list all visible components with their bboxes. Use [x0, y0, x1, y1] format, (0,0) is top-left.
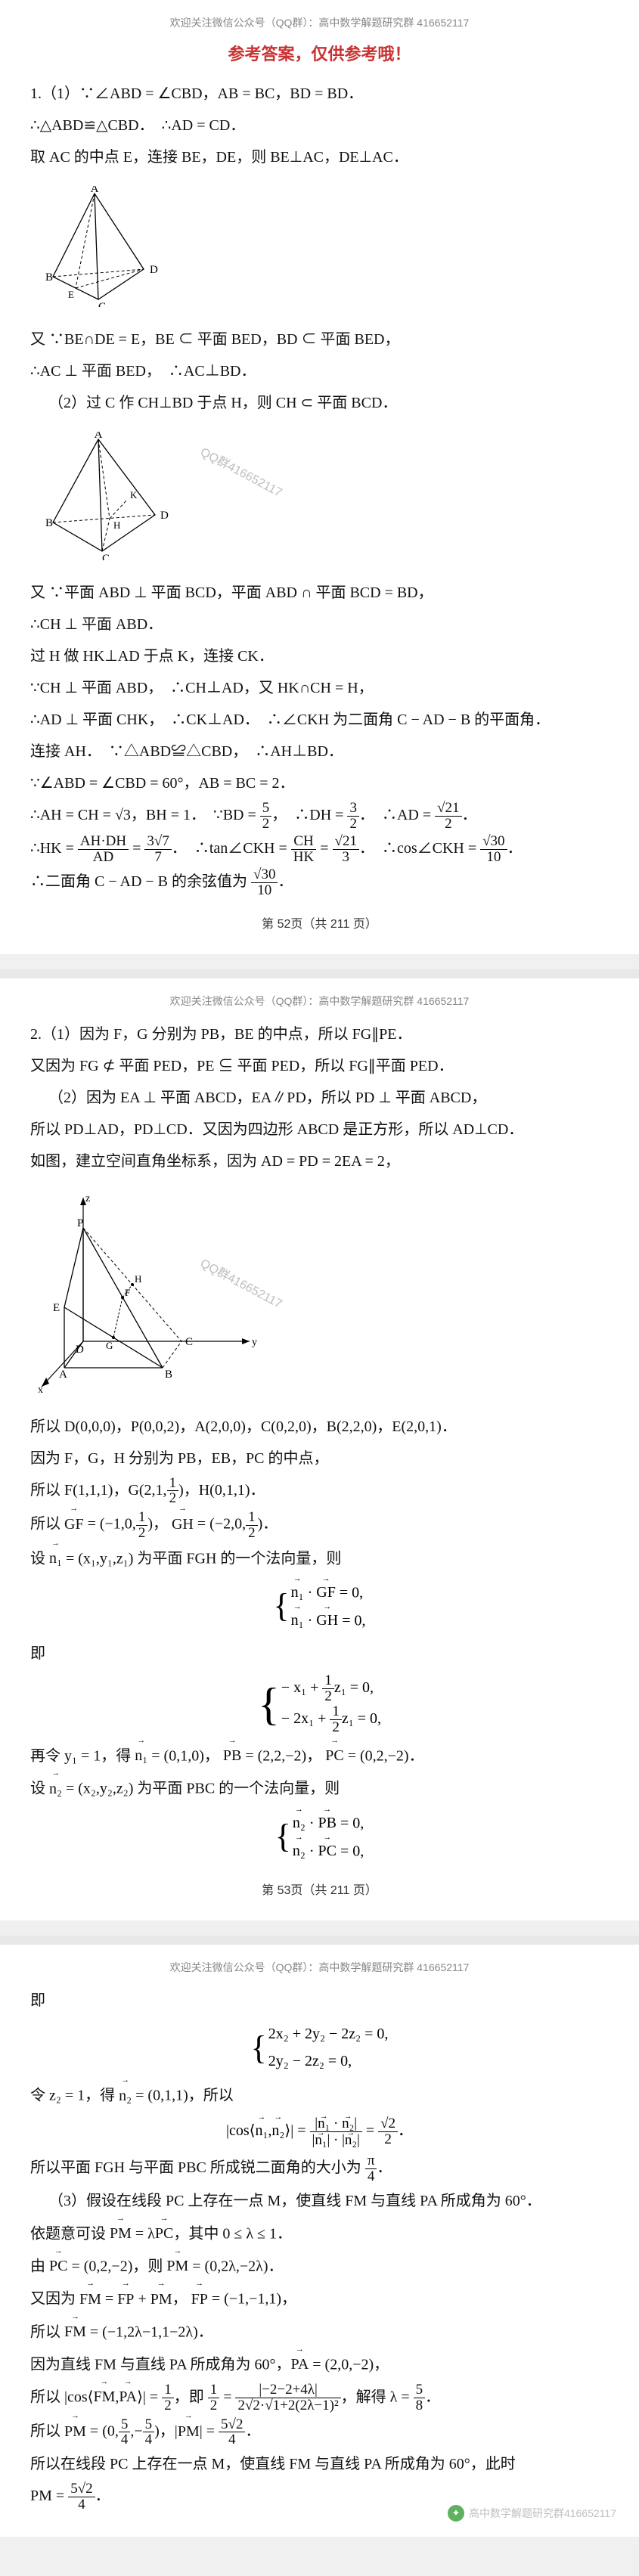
- header: 欢迎关注微信公众号（QQ群）：高中数学解题研究群 416652117: [30, 1960, 609, 1975]
- svg-text:E: E: [53, 1302, 60, 1314]
- p3-l3: 所以平面 FGH 与平面 PBC 所成锐二面角的大小为 π4．: [30, 2153, 609, 2184]
- svg-text:B: B: [45, 517, 53, 529]
- svg-text:H: H: [135, 1273, 141, 1285]
- svg-text:G: G: [106, 1340, 113, 1351]
- svg-text:C: C: [98, 301, 106, 307]
- p1-l10: ∵CH ⊥ 平面 ABD， ∴CH⊥AD，又 HK∩CH = H，: [30, 673, 609, 703]
- p3-eq-sys2: { 2x₂ + 2y₂ − 2z₂ = 0, 2y₂ − 2z₂ = 0,: [30, 2020, 609, 2075]
- p2-l4: 所以 PD⊥AD，PD⊥CD．又因为四边形 ABCD 是正方形，所以 AD⊥CD…: [30, 1114, 609, 1145]
- p2-l11: 即: [30, 1638, 609, 1669]
- p3-l9: 因为直线 FM 与直线 PA 所成角为 60°，PA = (2,0,−2)，: [30, 2348, 609, 2379]
- p3-l5: 依题意可设 PM = λPC，其中 0 ≤ λ ≤ 1．: [30, 2218, 609, 2249]
- svg-text:C: C: [185, 1336, 193, 1348]
- p1-l8: ∴CH ⊥ 平面 ABD．: [30, 609, 609, 640]
- p2-l9: 所以 GF = (−1,0,12)， GH = (−2,0,12)．: [30, 1508, 609, 1540]
- watermark-corner: ✦ 高中数学解题研究群416652117: [448, 2505, 616, 2522]
- svg-text:B: B: [45, 271, 53, 284]
- p2-l6: 所以 D(0,0,0)，P(0,0,2)，A(2,0,0)，C(0,2,0)，B…: [30, 1412, 609, 1442]
- svg-text:z: z: [85, 1193, 90, 1204]
- svg-text:D: D: [76, 1344, 84, 1356]
- pager-52: 第 52页（共 211 页）: [30, 913, 609, 932]
- page-53: 欢迎关注微信公众号（QQ群）：高中数学解题研究群 416652117 2.（1）…: [0, 978, 639, 1921]
- watermark-diag: QQ群416652117: [197, 442, 286, 500]
- svg-text:y: y: [252, 1337, 257, 1348]
- svg-text:F: F: [125, 1287, 130, 1298]
- p3-l10: 所以 |cos⟨FM,PA⟩| = 12，即 12 = |−2−2+4λ|2√2…: [30, 2381, 609, 2413]
- p2-l2: 又因为 FG ⊄ 平面 PED，PE ⊆ 平面 PED，所以 FG∥平面 PED…: [30, 1051, 609, 1081]
- p1-l4: 又 ∵BE∩DE = E，BE ⊂ 平面 BED，BD ⊂ 平面 BED，: [30, 324, 609, 355]
- p2-l3: （2）因为 EA ⊥ 平面 ABCD，EA∥PD，所以 PD ⊥ 平面 ABCD…: [30, 1083, 609, 1113]
- p3-l11: 所以 PM = (0,54,−54)，|PM| = 5√24．: [30, 2415, 609, 2447]
- svg-text:x: x: [38, 1384, 43, 1394]
- svg-text:D: D: [150, 264, 158, 276]
- p3-eq-cos: |cos⟨n₁,n₂⟩| = |n₁ · n₂||n₁| · |n₂| = √2…: [30, 2116, 609, 2148]
- p2-l7: 因为 F，G，H 分别为 PB，EB，PC 的中点，: [30, 1443, 609, 1474]
- p1-l7: 又 ∵平面 ABD ⊥ 平面 BCD，平面 ABD ∩ 平面 BCD = BD，: [30, 578, 609, 608]
- page-54: 欢迎关注微信公众号（QQ群）：高中数学解题研究群 416652117 即 { 2…: [0, 1945, 639, 2537]
- p2-l13: 设 n₂ = (x₂,y₂,z₂) 为平面 PBC 的一个法向量，则: [30, 1772, 609, 1803]
- figure-tetra-2: A B C D H K QQ群416652117: [38, 432, 609, 564]
- p2-l1: 2.（1）因为 F，G 分别为 PB，BE 的中点，所以 FG∥PE．: [30, 1019, 609, 1049]
- p3-l12: 所以在线段 PC 上存在一点 M，使直线 FM 与直线 PA 所成角为 60°，…: [30, 2449, 609, 2479]
- p3-l1: 即: [30, 1985, 609, 2016]
- p1-l13: ∵∠ABD = ∠CBD = 60°，AB = BC = 2．: [30, 768, 609, 798]
- p2-l5: 如图，建立空间直角坐标系，因为 AD = PD = 2EA = 2，: [30, 1146, 609, 1176]
- p1-l16: ∴二面角 C − AD − B 的余弦值为 √3010．: [30, 866, 609, 898]
- p1-l9: 过 H 做 HK⊥AD 于点 K，连接 CK．: [30, 641, 609, 671]
- p1-l2: ∴△ABD≌△CBD． ∴AD = CD．: [30, 110, 609, 141]
- p2-l10: 设 n₁ = (x₁,y₁,z₁) 为平面 FGH 的一个法向量，则: [30, 1542, 609, 1573]
- p3-l2: 令 z₂ = 1，得 n₂ = (0,1,1)，所以: [30, 2079, 609, 2110]
- p2-l8: 所以 F(1,1,1)，G(2,1,12)，H(0,1,1)．: [30, 1475, 609, 1507]
- svg-text:D: D: [160, 510, 169, 522]
- page-separator: [0, 969, 639, 978]
- header: 欢迎关注微信公众号（QQ群）：高中数学解题研究群 416652117: [30, 15, 609, 30]
- p1-l14: ∴AH = CH = √3，BH = 1． ∵BD = 52， ∴DH = 32…: [30, 800, 609, 832]
- page-separator: [0, 1936, 639, 1945]
- figure-tetra-1: A B C D E: [38, 186, 609, 311]
- p1-l1: 1.（1）∵∠ABD = ∠CBD，AB = BC，BD = BD．: [30, 79, 609, 109]
- p2-eq-sys1: { − x₁ + 12z₁ = 0, − 2x₁ + 12z₁ = 0,: [30, 1673, 609, 1735]
- p3-l4: （3）假设在线段 PC 上存在一点 M，使直线 FM 与直线 PA 所成角为 6…: [30, 2186, 609, 2216]
- p2-l12: 再令 y₁ = 1，得 n₁ = (0,1,0)， PB = (2,2,−2)，…: [30, 1740, 609, 1771]
- p2-eq-n2: { n₂ · PB = 0, n₂ · PC = 0,: [30, 1809, 609, 1865]
- p1-l3: 取 AC 的中点 E，连接 BE，DE，则 BE⊥AC，DE⊥AC．: [30, 142, 609, 172]
- svg-text:K: K: [130, 489, 138, 501]
- svg-text:C: C: [102, 553, 110, 560]
- p1-l11: ∴AD ⊥ 平面 CHK， ∴CK⊥AD． ∴∠CKH 为二面角 C − AD …: [30, 705, 609, 735]
- figure-coord-system: P z E A x B D C y F G H QQ群416652117: [38, 1190, 609, 1398]
- page-52: 欢迎关注微信公众号（QQ群）：高中数学解题研究群 416652117 参考答案，…: [0, 0, 639, 954]
- p3-l6: 由 PC = (0,2,−2)，则 PM = (0,2λ,−2λ)．: [30, 2250, 609, 2281]
- svg-text:H: H: [113, 519, 120, 531]
- p3-l7: 又因为 FM = FP + PM， FP = (−1,−1,1)，: [30, 2283, 609, 2314]
- answer-title: 参考答案，仅供参考哦！: [30, 41, 609, 65]
- svg-text:A: A: [59, 1369, 67, 1381]
- svg-text:E: E: [68, 289, 74, 300]
- pager-53: 第 53页（共 211 页）: [30, 1880, 609, 1898]
- p1-l12: 连接 AH． ∵△ABD≌△CBD， ∴AH⊥BD．: [30, 736, 609, 767]
- p1-l5: ∴AC ⊥ 平面 BED， ∴AC⊥BD．: [30, 356, 609, 386]
- p1-l6: （2）过 C 作 CH⊥BD 于点 H，则 CH ⊂ 平面 BCD．: [30, 388, 609, 418]
- p3-l8: 所以 FM = (−1,2λ−1,1−2λ)．: [30, 2316, 609, 2347]
- wechat-logo-icon: ✦: [448, 2505, 464, 2522]
- header: 欢迎关注微信公众号（QQ群）：高中数学解题研究群 416652117: [30, 994, 609, 1009]
- svg-text:B: B: [165, 1369, 172, 1381]
- p1-l15: ∴HK = AH·DHAD = 3√77． ∴tan∠CKH = CHHK = …: [30, 833, 609, 865]
- p2-eq-n1: { n₁ · GF = 0, n₁ · GH = 0,: [30, 1578, 609, 1635]
- svg-text:A: A: [91, 186, 99, 195]
- svg-text:A: A: [95, 432, 103, 441]
- svg-text:P: P: [77, 1217, 83, 1229]
